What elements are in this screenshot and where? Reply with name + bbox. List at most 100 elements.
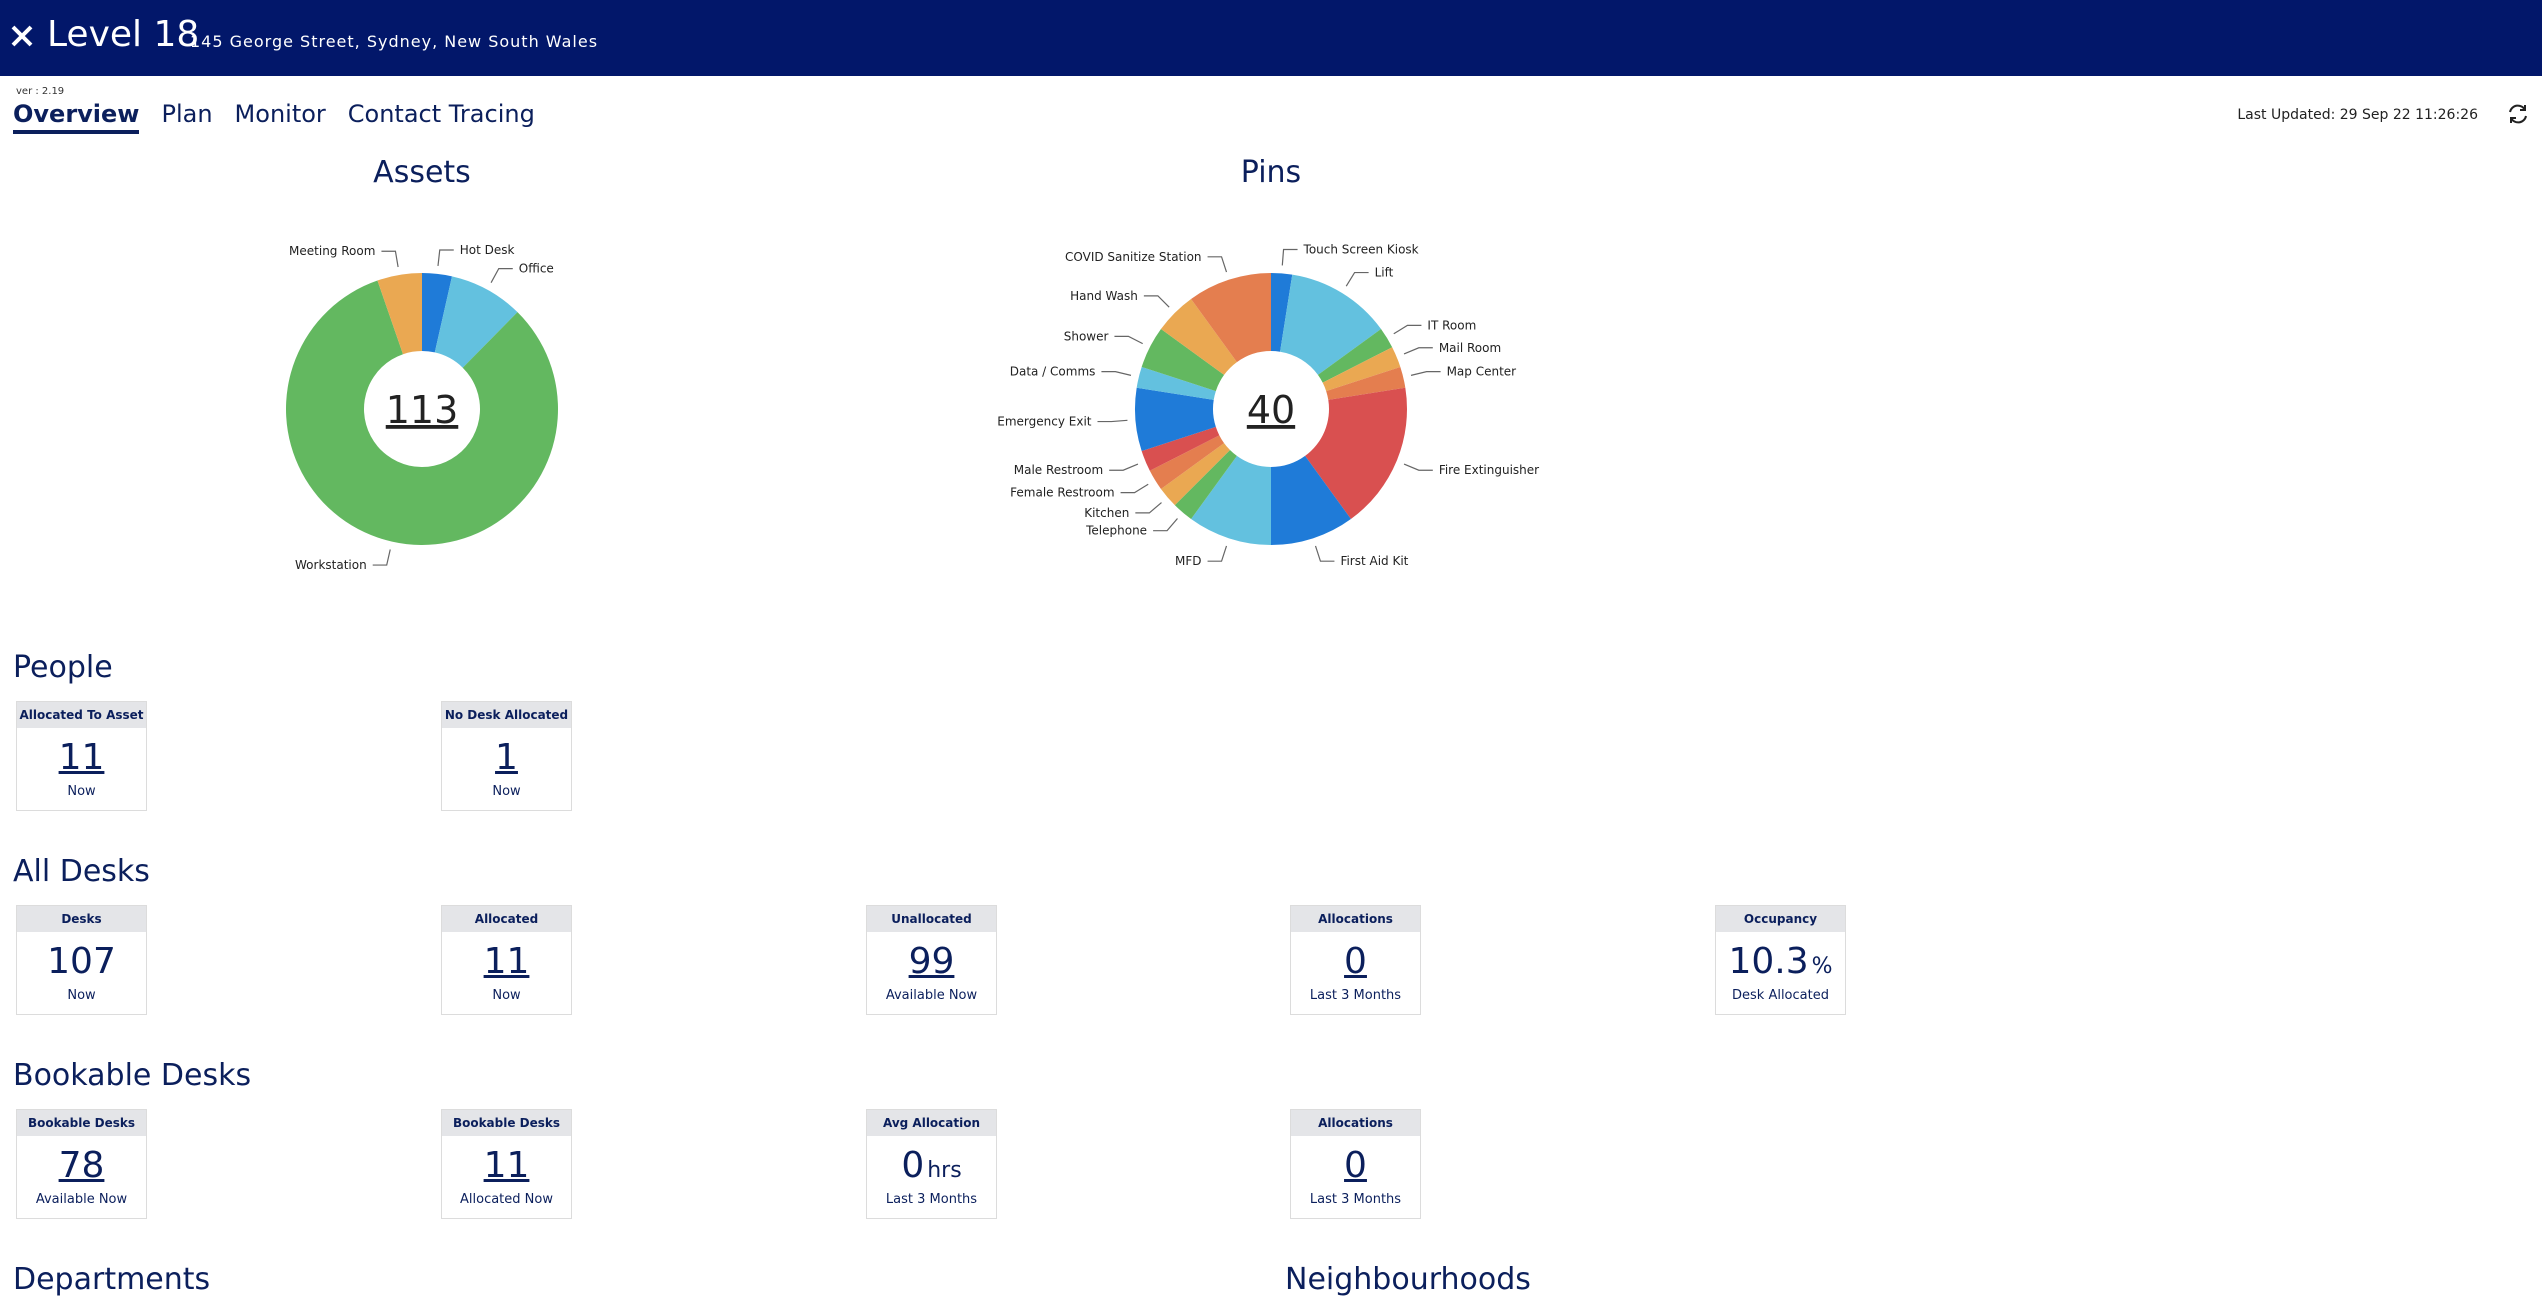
slice-label: Office xyxy=(519,262,554,276)
donut-slice xyxy=(1271,455,1351,545)
card-value-row: 0 hrs xyxy=(867,1144,996,1188)
stat-card: Avg Allocation 0 hrs Last 3 Months xyxy=(866,1109,997,1219)
leader-line xyxy=(1135,502,1162,514)
leader-line xyxy=(1120,483,1149,494)
donut-total: 40 xyxy=(1247,388,1295,432)
refresh-icon[interactable] xyxy=(2506,102,2530,126)
address: 145 George Street, Sydney, New South Wal… xyxy=(190,32,599,51)
card-value-row: 10.3% xyxy=(1716,940,1845,984)
donut-slice xyxy=(1174,450,1237,520)
donut-slice xyxy=(1141,329,1225,392)
slice-label: MFD xyxy=(1175,554,1202,568)
leader-line xyxy=(1410,371,1441,376)
slice-label: IT Room xyxy=(1427,318,1476,332)
card-value[interactable]: 78 xyxy=(58,1145,105,1186)
version: ver : 2.19 xyxy=(16,86,65,97)
card-caption: Last 3 Months xyxy=(1309,988,1402,1003)
stat-card: Bookable Desks 78 Available Now xyxy=(16,1109,147,1219)
leader-line xyxy=(1101,371,1132,376)
nav-tab[interactable]: Plan xyxy=(161,100,213,128)
card-title: Occupancy xyxy=(1716,906,1845,932)
card-title: Unallocated xyxy=(867,906,996,932)
last-updated: Last Updated: 29 Sep 22 11:26:26 xyxy=(2237,107,2478,123)
nav-tab[interactable]: Contact Tracing xyxy=(347,100,535,128)
nav-tab[interactable]: Monitor xyxy=(234,100,326,128)
slice-label: Workstation xyxy=(295,558,367,572)
card-value-row: 78 xyxy=(17,1144,146,1188)
donut-slice xyxy=(1141,426,1220,471)
card-caption: Allocated Now xyxy=(460,1192,553,1207)
donut-slice xyxy=(1149,435,1225,489)
card-caption: Now xyxy=(67,988,96,1003)
card-value-row: 11 xyxy=(17,736,146,780)
card-caption: Now xyxy=(492,988,521,1003)
leader-line xyxy=(1393,324,1422,335)
nav-tab[interactable]: Overview xyxy=(13,100,140,134)
close-icon[interactable] xyxy=(10,24,34,48)
slice-label: Telephone xyxy=(1085,524,1147,538)
stat-card: Allocated To Asset 11 Now xyxy=(16,701,147,811)
slice-label: Lift xyxy=(1375,266,1394,280)
donut-slice xyxy=(422,273,452,353)
card-caption: Available Now xyxy=(35,1192,128,1207)
stat-card: Allocated 11 Now xyxy=(441,905,572,1015)
card-value: 107 xyxy=(47,941,116,982)
donut-slice xyxy=(1135,387,1216,452)
section-heading: All Desks xyxy=(13,854,150,889)
leader-line xyxy=(1345,271,1369,287)
donut-slice xyxy=(1136,366,1216,400)
stat-card: Unallocated 99 Available Now xyxy=(866,905,997,1015)
donut-slice xyxy=(1160,443,1230,506)
slice-label: Kitchen xyxy=(1084,506,1129,520)
charts: Assets Hot Desk Office Workstation Meeting R… xyxy=(285,155,1539,572)
card-unit: % xyxy=(1811,954,1833,979)
leader-line xyxy=(1281,248,1298,266)
leader-line xyxy=(1403,463,1433,471)
slice-label: Hot Desk xyxy=(460,243,515,257)
card-value: 10.3 xyxy=(1728,941,1809,982)
card-value[interactable]: 0 xyxy=(1344,941,1367,982)
card-title: Allocated To Asset xyxy=(17,702,146,728)
donut-slice xyxy=(1191,273,1271,363)
donut-slice xyxy=(434,276,518,368)
donut-slice xyxy=(1305,387,1407,520)
card-title: No Desk Allocated xyxy=(442,702,571,728)
section-heading: Bookable Desks xyxy=(13,1058,252,1093)
donut-slice xyxy=(1160,298,1237,375)
donut-slice xyxy=(285,280,558,545)
card-value-row: 107 xyxy=(17,940,146,984)
card-value[interactable]: 11 xyxy=(483,941,530,982)
chart-title: Pins xyxy=(1241,155,1301,190)
card-caption: Last 3 Months xyxy=(885,1192,978,1207)
leader-line xyxy=(1109,463,1139,471)
slice-label: Hand Wash xyxy=(1070,289,1138,303)
card-value[interactable]: 1 xyxy=(495,737,518,778)
card-value-row: 1 xyxy=(442,736,571,780)
stat-card: Allocations 0 Last 3 Months xyxy=(1290,1109,1421,1219)
tab-bar: Overview Plan Monitor Contact Tracing xyxy=(13,100,535,134)
leader-line xyxy=(1114,335,1143,345)
stat-card: Occupancy 10.3% Desk Allocated xyxy=(1715,905,1846,1015)
floor-title: Level 18 xyxy=(47,14,200,55)
section-heading: Neighbourhoods xyxy=(1285,1262,1531,1297)
leader-line xyxy=(372,549,391,566)
card-value: 0 xyxy=(901,1145,925,1186)
card-value[interactable]: 0 xyxy=(1344,1145,1367,1186)
leader-line xyxy=(1314,545,1335,562)
chart-title: Assets xyxy=(373,155,471,190)
donut-total: 113 xyxy=(386,388,459,432)
card-title: Desks xyxy=(17,906,146,932)
card-value[interactable]: 11 xyxy=(58,737,105,778)
leader-line xyxy=(1097,419,1128,423)
section-heading: People xyxy=(13,650,113,685)
card-title: Allocations xyxy=(1291,906,1420,932)
donut-slice xyxy=(1191,455,1271,545)
stat-card: Allocations 0 Last 3 Months xyxy=(1290,905,1421,1015)
card-caption: Now xyxy=(67,784,96,799)
card-caption: Last 3 Months xyxy=(1309,1192,1402,1207)
card-value[interactable]: 11 xyxy=(483,1145,530,1186)
slice-label: Emergency Exit xyxy=(997,415,1092,429)
donut-slice xyxy=(1322,347,1401,392)
card-value[interactable]: 99 xyxy=(908,941,955,982)
